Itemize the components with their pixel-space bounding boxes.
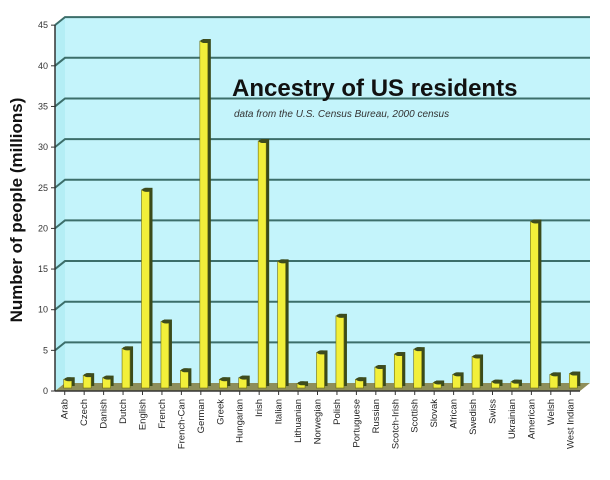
svg-text:Italian: Italian <box>274 399 285 424</box>
svg-text:Welsh: Welsh <box>546 399 557 425</box>
svg-text:5: 5 <box>43 345 48 355</box>
svg-text:Lithuanian: Lithuanian <box>293 399 304 443</box>
svg-text:Scotch-Irish: Scotch-Irish <box>390 399 401 449</box>
bar-german <box>199 39 211 389</box>
svg-text:Hungarian: Hungarian <box>235 399 246 443</box>
svg-text:African: African <box>449 399 460 429</box>
svg-text:20: 20 <box>38 223 48 233</box>
svg-text:30: 30 <box>38 142 48 152</box>
svg-text:35: 35 <box>38 101 48 111</box>
bar-american <box>530 219 542 389</box>
bar-greek <box>218 377 231 389</box>
bar-scottish <box>413 347 425 389</box>
svg-text:25: 25 <box>38 183 48 193</box>
svg-text:French-Can: French-Can <box>176 399 187 449</box>
chart-subtitle: data from the U.S. Census Bureau, 2000 c… <box>234 109 449 120</box>
gridlines <box>54 16 590 352</box>
svg-text:0: 0 <box>43 386 48 396</box>
bar-danish <box>102 375 114 389</box>
svg-text:15: 15 <box>38 264 48 274</box>
svg-text:West Indian: West Indian <box>565 399 576 449</box>
bars <box>63 39 581 389</box>
svg-text:Arab: Arab <box>60 399 71 419</box>
bar-lithuanian <box>296 381 309 389</box>
svg-text:Russian: Russian <box>371 399 382 433</box>
svg-text:Portuguese: Portuguese <box>351 399 362 448</box>
svg-text:10: 10 <box>38 305 48 315</box>
y-axis-label: Number of people (millions) <box>7 98 26 323</box>
svg-text:Dutch: Dutch <box>118 399 129 424</box>
x-axis-labels: Arab Czech Danish Dutch English French French-… <box>60 391 576 449</box>
svg-text:Swedish: Swedish <box>468 399 479 435</box>
svg-text:Scottish: Scottish <box>410 399 421 433</box>
svg-text:Greek: Greek <box>215 399 226 425</box>
bar-hungarian <box>238 375 250 389</box>
svg-text:Danish: Danish <box>99 399 110 429</box>
bar-french-can <box>180 368 192 389</box>
svg-text:Swiss: Swiss <box>488 399 499 424</box>
bar-polish <box>335 313 347 389</box>
bar-italian <box>277 259 289 389</box>
svg-text:English: English <box>138 399 149 430</box>
svg-text:Norwegian: Norwegian <box>313 399 324 444</box>
svg-text:Czech: Czech <box>79 399 90 426</box>
plot-area <box>55 17 590 392</box>
bar-norwegian <box>316 350 328 389</box>
bar-scotch-irish <box>393 352 406 389</box>
bar-west-indian <box>568 371 581 389</box>
svg-text:Ukrainian: Ukrainian <box>507 399 518 439</box>
bar-dutch <box>121 346 134 389</box>
bar-slovak <box>432 380 445 389</box>
bar-african <box>452 372 464 389</box>
bar-english <box>141 187 153 389</box>
bar-ukrainian <box>510 379 522 389</box>
svg-text:Slovak: Slovak <box>429 399 440 428</box>
bar-welsh <box>549 372 561 389</box>
bar-arab <box>63 377 75 389</box>
svg-text:Polish: Polish <box>332 399 343 425</box>
bar-czech <box>82 373 95 389</box>
bar-portuguese <box>355 377 367 389</box>
bar-swiss <box>491 379 503 389</box>
svg-text:French: French <box>157 399 168 429</box>
bar-russian <box>374 365 386 389</box>
bar-swedish <box>471 354 484 389</box>
bar-french <box>160 319 172 389</box>
svg-text:German: German <box>196 399 207 433</box>
svg-text:45: 45 <box>38 20 48 30</box>
chart-title: Ancestry of US residents <box>232 75 517 102</box>
svg-text:Irish: Irish <box>254 399 265 417</box>
svg-text:American: American <box>526 399 537 439</box>
bar-irish <box>257 139 270 389</box>
svg-text:40: 40 <box>38 61 48 71</box>
